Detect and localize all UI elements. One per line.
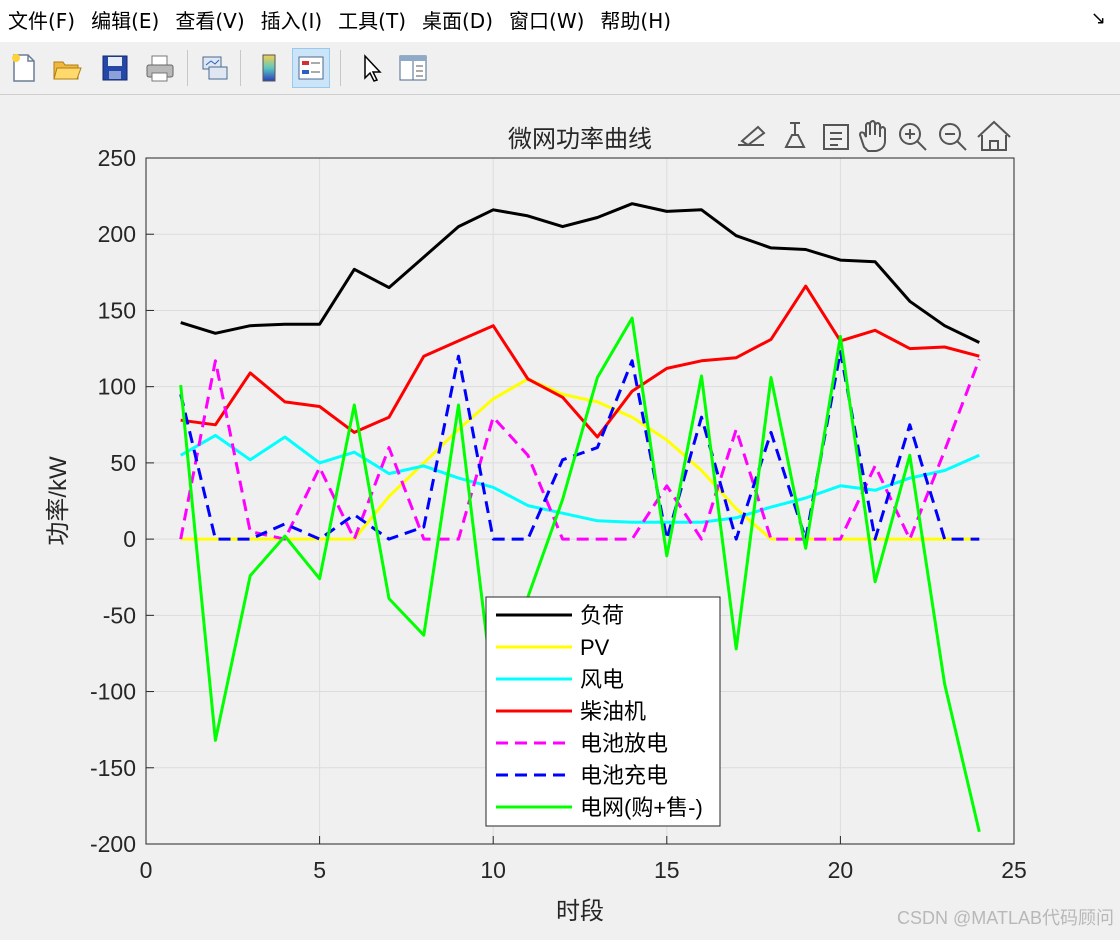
insert-legend-icon[interactable] xyxy=(292,48,330,88)
series-line-5 xyxy=(179,358,981,541)
legend-item-7: 电网(购+售-) xyxy=(496,795,703,820)
menu-bar: 文件(F) 编辑(E) 查看(V) 插入(I) 工具(T) 桌面(D) 窗口(W… xyxy=(0,0,1120,42)
y-tick-label: 200 xyxy=(98,221,136,247)
legend-item-6: 电池充电 xyxy=(496,763,668,788)
legend-item-5: 电池放电 xyxy=(496,731,668,756)
x-axis-label: 时段 xyxy=(556,898,604,925)
watermark: CSDN @MATLAB代码顾问 xyxy=(897,908,1114,928)
menu-tools[interactable]: 工具(T) xyxy=(338,9,406,33)
print-icon[interactable] xyxy=(141,48,179,88)
new-figure-icon[interactable] xyxy=(4,48,42,88)
x-tick-label: 0 xyxy=(140,857,153,883)
menu-view[interactable]: 查看(V) xyxy=(175,9,245,33)
y-tick-label: 250 xyxy=(98,145,136,171)
x-tick-label: 5 xyxy=(313,857,326,883)
insert-colorbar-icon[interactable] xyxy=(250,48,288,88)
series-line-7 xyxy=(179,316,981,833)
legend-label: 电池放电 xyxy=(580,731,668,756)
zoom-out-icon[interactable] xyxy=(939,123,967,151)
dock-arrow-icon[interactable]: ↘ xyxy=(1090,8,1106,29)
menu-help[interactable]: 帮助(H) xyxy=(600,9,672,33)
menu-edit[interactable]: 编辑(E) xyxy=(91,9,160,33)
x-tick-label: 15 xyxy=(654,857,680,883)
y-tick-label: 0 xyxy=(123,526,136,552)
link-plot-icon[interactable] xyxy=(196,48,234,88)
chart: 0 5 10 15 20 25 -200 -150 -100 -50 0 50 100 150 200 250… xyxy=(45,120,1027,925)
figure-area: 0 5 10 15 20 25 -200 -150 -100 -50 0 50 100 150 200 250… xyxy=(0,95,1120,936)
menu-window[interactable]: 窗口(W) xyxy=(509,9,585,33)
legend-item-4: 柴油机 xyxy=(496,699,646,724)
legend-label: 电池充电 xyxy=(580,763,668,788)
y-axis-label: 功率/kW xyxy=(45,456,72,546)
toolbar-separator xyxy=(240,50,241,86)
figure-toolbar xyxy=(0,42,1120,95)
home-icon[interactable] xyxy=(977,120,1011,151)
x-tick-label: 10 xyxy=(480,857,506,883)
y-tick-label: -150 xyxy=(90,755,136,781)
series-line-4 xyxy=(180,284,980,439)
legend-label: 柴油机 xyxy=(580,699,646,724)
data-tips-icon[interactable] xyxy=(823,124,849,150)
x-tick-label: 25 xyxy=(1001,857,1027,883)
series-line-3 xyxy=(179,433,980,524)
y-tick-label: -200 xyxy=(90,831,136,857)
series-layer xyxy=(179,202,981,833)
menu-file[interactable]: 文件(F) xyxy=(8,9,76,33)
export-icon[interactable] xyxy=(738,125,766,147)
chart-title: 微网功率曲线 xyxy=(508,126,652,153)
series-line-6 xyxy=(179,350,980,541)
open-file-icon[interactable] xyxy=(48,48,86,88)
series-line-2 xyxy=(180,377,980,541)
brush-icon[interactable] xyxy=(784,122,806,148)
series-line-1 xyxy=(180,202,980,344)
legend-item-2: PV xyxy=(496,635,610,660)
edit-plot-arrow-icon[interactable] xyxy=(352,48,390,88)
legend-label: 负荷 xyxy=(580,603,624,628)
y-tick-label: -100 xyxy=(90,679,136,705)
pan-hand-icon[interactable] xyxy=(858,120,886,152)
y-tick-label: 50 xyxy=(110,450,136,476)
axes-toolbar xyxy=(738,120,1011,152)
property-inspector-icon[interactable] xyxy=(394,48,432,88)
toolbar-separator xyxy=(340,50,341,86)
legend-label: 风电 xyxy=(580,667,624,692)
toolbar-separator xyxy=(187,50,188,86)
ticks: 0 5 10 15 20 25 -200 -150 -100 -50 0 50 100 150 200 250 xyxy=(90,145,1027,883)
y-tick-label: -50 xyxy=(103,602,136,628)
legend-label: PV xyxy=(580,635,610,660)
axes-box xyxy=(145,157,1015,845)
menu-insert[interactable]: 插入(I) xyxy=(260,9,323,33)
legend-label: 电网(购+售-) xyxy=(580,795,703,820)
legend-item-1: 负荷 xyxy=(496,603,624,628)
save-icon[interactable] xyxy=(96,48,134,88)
y-tick-label: 150 xyxy=(98,297,136,323)
x-tick-label: 20 xyxy=(828,857,854,883)
legend-item-3: 风电 xyxy=(496,667,624,692)
zoom-in-icon[interactable] xyxy=(899,123,927,151)
menu-desktop[interactable]: 桌面(D) xyxy=(422,9,494,33)
y-tick-label: 100 xyxy=(98,374,136,400)
